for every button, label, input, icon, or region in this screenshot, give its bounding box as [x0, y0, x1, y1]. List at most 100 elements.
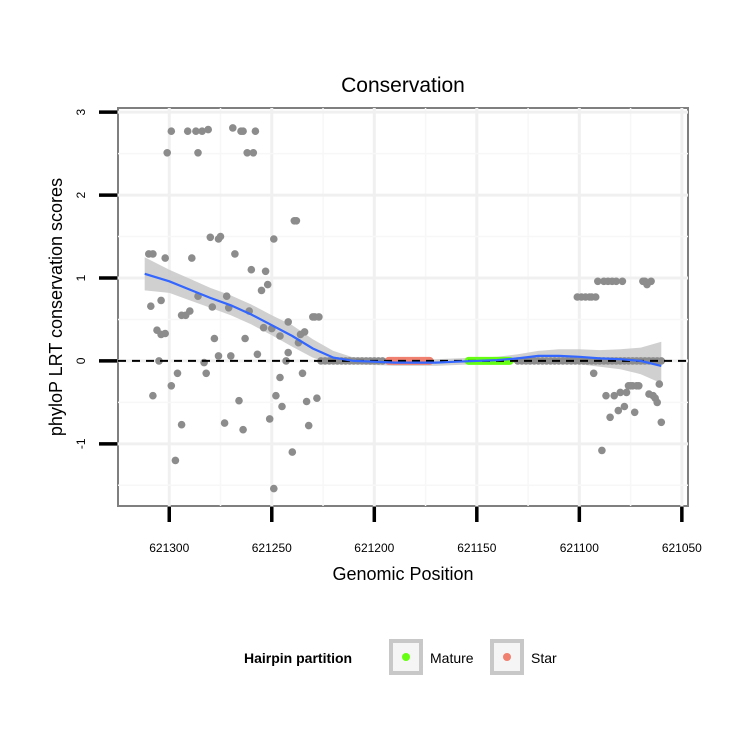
data-point [239, 425, 247, 434]
data-point [647, 277, 655, 286]
data-point [304, 421, 313, 430]
data-point [173, 369, 182, 378]
data-point [313, 394, 321, 403]
x-tick-label: 621150 [457, 541, 496, 555]
plot-panel [117, 107, 689, 507]
data-point [206, 233, 215, 242]
data-point [155, 357, 163, 365]
smooth-fit-line [144, 272, 662, 367]
legend-entry-star: Star [490, 639, 557, 675]
data-point [247, 265, 256, 274]
data-point [161, 254, 169, 262]
data-point [618, 277, 627, 286]
data-point [235, 396, 243, 405]
data-point [657, 357, 666, 365]
data-point [602, 391, 610, 400]
data-point [270, 235, 278, 243]
data-point [276, 332, 284, 340]
data-point [202, 369, 210, 378]
data-point [192, 127, 200, 135]
y-tick-label: 3 [74, 108, 88, 115]
x-tick-label: 621050 [662, 541, 702, 555]
data-point [653, 398, 661, 407]
data-point [265, 415, 274, 423]
data-point [167, 127, 176, 135]
data-point [214, 352, 223, 360]
data-point [198, 127, 206, 135]
chart-title: Conservation [341, 74, 465, 97]
y-axis-title: phyloP LRT conservation scores [46, 178, 66, 436]
data-point [270, 484, 278, 493]
grid-lines [118, 108, 688, 506]
data-point [598, 446, 606, 455]
data-point [257, 286, 266, 295]
legend-entry-mature: Mature [389, 639, 474, 675]
data-point [610, 391, 618, 400]
data-point [263, 280, 272, 289]
y-tick-label: 2 [74, 191, 88, 198]
y-tick-label: 1 [74, 274, 88, 281]
data-point [222, 292, 231, 301]
data-point [163, 149, 171, 157]
data-point [241, 334, 249, 343]
data-point [612, 277, 620, 286]
data-point [594, 277, 602, 286]
data-point [276, 373, 284, 382]
x-tick-label: 621300 [149, 541, 189, 555]
data-point [630, 408, 639, 417]
confidence-ribbon [144, 257, 662, 384]
data-point [259, 323, 268, 332]
data-point [216, 232, 225, 241]
data-point [157, 296, 165, 305]
legend: Hairpin partition Mature Star [244, 639, 557, 675]
data-point [284, 318, 293, 326]
y-tick-label: 0 [74, 357, 88, 364]
data-point [591, 293, 600, 301]
data-point [616, 388, 625, 397]
x-axis-title: Genomic Position [332, 564, 473, 584]
y-tick-label: -1 [74, 438, 88, 449]
data-point [249, 149, 258, 157]
x-tick-label: 621250 [252, 541, 292, 555]
legend-dot-mature [402, 653, 410, 661]
data-point [606, 413, 614, 422]
data-point [147, 302, 155, 311]
data-point [635, 382, 643, 390]
legend-dot-star [503, 653, 511, 661]
data-point [261, 267, 270, 276]
legend-label-star: Star [531, 650, 557, 666]
data-point [315, 313, 323, 321]
data-point [278, 402, 286, 411]
data-point [298, 369, 307, 378]
x-tick-label: 621200 [354, 541, 394, 555]
data-point [620, 402, 629, 411]
smooth-line-layer [144, 272, 662, 367]
data-point [239, 127, 247, 135]
data-point [171, 456, 180, 465]
data-point [253, 350, 262, 359]
data-point [231, 250, 239, 258]
x-tick-label: 621100 [560, 541, 599, 555]
data-point [183, 127, 192, 135]
legend-key-star [490, 639, 524, 675]
data-point [614, 406, 623, 415]
data-point [292, 217, 301, 225]
confidence-ribbon-layer [144, 257, 662, 384]
data-point [227, 352, 235, 360]
data-point [161, 329, 169, 338]
data-point [622, 388, 631, 397]
data-point [302, 397, 311, 406]
data-point [186, 307, 194, 315]
data-point [229, 124, 237, 132]
data-point [300, 328, 309, 336]
legend-title: Hairpin partition [244, 650, 352, 666]
data-point [589, 369, 598, 378]
data-point [272, 391, 280, 400]
axes: 621300 621250 621200 621150 621100 621050 -1 0 1… [74, 108, 702, 555]
data-point [149, 250, 157, 258]
data-point [188, 254, 196, 262]
data-point [167, 382, 176, 390]
data-point [657, 418, 666, 427]
data-point [208, 303, 217, 311]
